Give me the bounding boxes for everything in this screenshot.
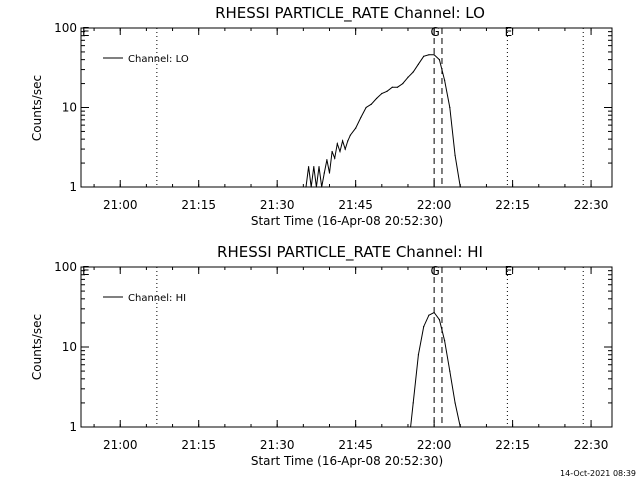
panel-hi: RHESSI PARTICLE_RATE Channel: HI 21:00 21… — [30, 243, 613, 468]
hi-xtick-label-0: 21:00 — [103, 438, 138, 452]
hi-ytick-label-1: 10 — [62, 340, 77, 354]
hi-xtick-label-2: 21:30 — [260, 438, 295, 452]
hi-series-point — [459, 426, 461, 428]
lo-series-point — [355, 127, 357, 129]
lo-series-point — [402, 82, 404, 85]
lo-ytick-label-0: 1 — [69, 180, 77, 194]
footer-timestamp: 14-Oct-2021 08:39 — [560, 469, 636, 478]
panel-hi-plot-content: 21:00 21:15 21:30 21:45 22:00 22:15 22:30 1 10 10… — [54, 260, 612, 452]
lo-xtick-label-5: 22:15 — [495, 198, 530, 212]
lo-xtick-label-3: 21:45 — [338, 198, 373, 212]
lo-series-line-0 — [305, 54, 461, 188]
lo-series-point — [407, 76, 409, 78]
lo-series-point — [438, 59, 440, 61]
lo-series-point — [428, 54, 430, 56]
lo-series-point — [326, 159, 328, 161]
hi-xtick-label-3: 21:45 — [338, 438, 373, 452]
lo-series-point — [459, 186, 461, 188]
lo-series-point — [347, 140, 349, 142]
lo-series-point — [381, 92, 383, 95]
lo-series-point — [396, 86, 399, 88]
lo-xtick-label-2: 21:30 — [260, 198, 295, 212]
lo-series-point — [307, 166, 310, 168]
lo-xtick-label-6: 22:30 — [574, 198, 609, 212]
hi-xtick-label-6: 22:30 — [574, 438, 609, 452]
lo-series-point — [323, 172, 325, 174]
lo-series-point — [365, 106, 367, 109]
hi-xtick-label-5: 22:15 — [495, 438, 530, 452]
lo-series-point — [370, 103, 372, 105]
lo-marker-E-2: E — [505, 25, 513, 39]
panel-lo-plot-frame — [80, 27, 613, 188]
panel-hi-ylabel: Counts/sec — [30, 314, 44, 380]
lo-series-point — [321, 186, 323, 188]
hi-xtick-label-4: 22:00 — [417, 438, 452, 452]
hi-series-point — [412, 402, 414, 404]
hi-series-point — [443, 340, 446, 342]
panel-lo-xlabel: Start Time (16-Apr-08 20:52:30) — [251, 214, 443, 228]
lo-series-point — [412, 71, 414, 73]
lo-series-point — [454, 154, 456, 156]
hi-legend-label-0: Channel: HI — [128, 293, 186, 304]
hi-series-point — [428, 314, 430, 316]
lo-series-point — [318, 166, 320, 168]
hi-series-point — [449, 370, 451, 372]
panel-lo-ylabel: Counts/sec — [30, 75, 44, 141]
hi-series-point — [409, 426, 412, 428]
hi-series-point — [423, 325, 425, 328]
lo-series-point — [433, 54, 435, 56]
panel-hi-title: RHESSI PARTICLE_RATE Channel: HI — [217, 243, 483, 262]
hi-series-point — [438, 319, 440, 321]
lo-xtick-label-0: 21:00 — [103, 198, 138, 212]
panel-lo-title: RHESSI PARTICLE_RATE Channel: LO — [215, 4, 485, 23]
lo-series-point — [336, 143, 338, 145]
lo-series-point — [391, 86, 393, 88]
hi-xtick-label-1: 21:15 — [181, 438, 216, 452]
lo-series-point — [344, 148, 346, 150]
lo-series-point — [339, 150, 341, 153]
lo-ytick-label-1: 10 — [62, 101, 77, 115]
lo-series-point — [386, 90, 388, 92]
hi-series-point — [433, 311, 435, 314]
hi-ytick-label-2: 100 — [54, 260, 77, 274]
lo-marker-G-1: G — [430, 25, 439, 39]
lo-series-point — [449, 106, 451, 109]
lo-legend-label-0: Channel: LO — [128, 54, 189, 65]
hi-marker-E-2: E — [505, 264, 513, 278]
lo-series-point — [443, 79, 446, 81]
lo-marker-E-0: E — [82, 25, 90, 39]
lo-series-point — [315, 186, 318, 188]
hi-series-point — [417, 354, 420, 356]
panel-hi-xlabel: Start Time (16-Apr-08 20:52:30) — [251, 454, 443, 468]
lo-series-point — [313, 166, 315, 168]
panel-lo-plot-content: 21:00 21:15 21:30 21:45 22:00 22:15 22:30 1 10 10… — [54, 21, 612, 212]
panel-hi-plot-frame — [80, 266, 613, 428]
lo-series-point — [349, 134, 352, 136]
lo-series-point — [310, 186, 312, 188]
hi-series-point — [454, 402, 456, 404]
lo-xtick-label-1: 21:15 — [181, 198, 216, 212]
lo-series-point — [334, 157, 336, 159]
lo-series-point — [331, 150, 333, 153]
lo-series-point — [360, 116, 362, 119]
lo-xtick-label-4: 22:00 — [417, 198, 452, 212]
lo-series-point — [417, 63, 420, 65]
panel-lo: RHESSI PARTICLE_RATE Channel: LO 21:00 21… — [30, 4, 613, 228]
hi-marker-G-1: G — [430, 264, 439, 278]
lo-series-point — [305, 186, 307, 188]
hi-series-line-0 — [410, 311, 461, 428]
hi-marker-E-0: E — [82, 264, 90, 278]
lo-ytick-label-2: 100 — [54, 21, 77, 35]
lo-series-point — [375, 97, 378, 100]
lo-series-point — [423, 55, 425, 57]
hi-ytick-label-0: 1 — [69, 420, 77, 434]
lo-series-point — [341, 140, 344, 142]
lo-series-point — [328, 172, 331, 174]
